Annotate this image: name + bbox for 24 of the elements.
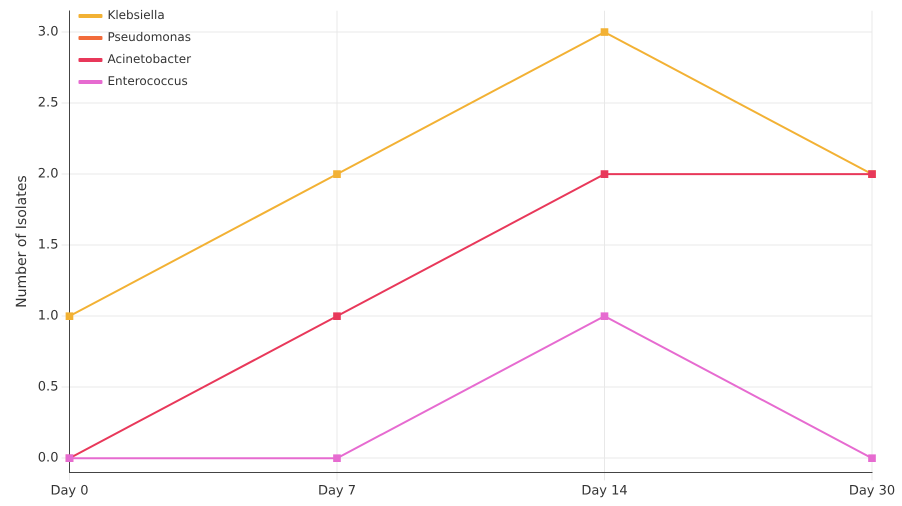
y-tick-label: 0.5 bbox=[38, 380, 58, 395]
x-tick-label: Day 14 bbox=[581, 484, 628, 499]
x-tick-label: Day 7 bbox=[318, 484, 356, 499]
y-tick-label: 3.0 bbox=[38, 24, 58, 40]
y-tick-label: 2.0 bbox=[38, 166, 58, 182]
legend-label: Enterococcus bbox=[107, 74, 188, 88]
y-axis-title: Number of Isolates bbox=[14, 175, 30, 308]
point bbox=[868, 454, 876, 462]
x-tick-label: Day 30 bbox=[848, 484, 896, 499]
y-tick-label: 1.5 bbox=[38, 238, 58, 253]
point bbox=[333, 312, 341, 320]
y-tick-label: 2.5 bbox=[38, 95, 58, 110]
legend-label: Acinetobacter bbox=[107, 52, 192, 66]
point bbox=[600, 312, 608, 320]
legend-label: Pseudomonas bbox=[107, 30, 191, 44]
y-tick-label: 0.0 bbox=[38, 450, 58, 466]
x-tick-label: Day 0 bbox=[50, 484, 89, 499]
point bbox=[600, 170, 608, 178]
point bbox=[333, 170, 341, 178]
point bbox=[66, 312, 74, 320]
point bbox=[600, 28, 608, 36]
y-tick-label: 1.0 bbox=[38, 308, 58, 324]
legend-label: Klebsiella bbox=[107, 8, 165, 22]
point bbox=[333, 454, 341, 462]
